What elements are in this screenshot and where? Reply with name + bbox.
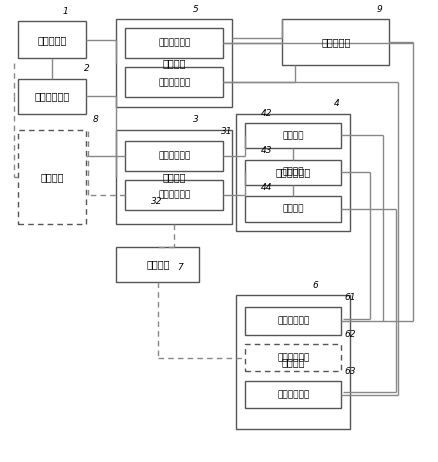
Text: 第二供电支路: 第二供电支路: [158, 78, 191, 87]
Text: 滤波电路: 滤波电路: [146, 259, 170, 269]
Text: 放大电路: 放大电路: [40, 172, 64, 182]
Text: 第二比较支路: 第二比较支路: [158, 191, 191, 200]
Text: 32: 32: [151, 197, 162, 206]
Text: 6: 6: [312, 281, 318, 290]
Text: 31: 31: [221, 127, 233, 136]
Text: 脉冲发生电路: 脉冲发生电路: [276, 167, 311, 177]
Text: 2: 2: [84, 65, 90, 73]
Text: 8: 8: [93, 115, 99, 124]
Text: 待充电设备: 待充电设备: [321, 37, 350, 47]
Text: 43: 43: [261, 146, 273, 155]
Text: 反相电路: 反相电路: [283, 205, 304, 213]
Text: 3: 3: [193, 115, 199, 124]
Bar: [117, 19, 232, 107]
Bar: [125, 28, 223, 58]
Bar: [245, 307, 341, 334]
Text: 指示电路: 指示电路: [282, 357, 305, 367]
Bar: [245, 344, 341, 371]
Text: 61: 61: [344, 293, 356, 303]
Bar: [125, 67, 223, 97]
Text: 第一比较支路: 第一比较支路: [158, 152, 191, 161]
Text: 振荡电路: 振荡电路: [283, 168, 304, 177]
Bar: [18, 130, 86, 224]
Text: 第一供电支路: 第一供电支路: [158, 39, 191, 48]
Text: 63: 63: [344, 367, 356, 376]
Bar: [18, 21, 86, 58]
Text: 电能输入端: 电能输入端: [37, 35, 67, 45]
Text: 9: 9: [377, 5, 382, 13]
Text: 比较电路: 比较电路: [162, 172, 186, 182]
Bar: [117, 247, 199, 282]
Bar: [237, 114, 350, 231]
Text: 42: 42: [261, 109, 273, 118]
Bar: [117, 130, 232, 224]
Text: 62: 62: [344, 330, 356, 339]
Bar: [245, 159, 341, 185]
Text: 44: 44: [261, 183, 273, 192]
Text: 供电电路: 供电电路: [162, 58, 186, 68]
Text: 1: 1: [62, 7, 68, 16]
Bar: [245, 196, 341, 222]
Bar: [237, 296, 350, 429]
Bar: [283, 19, 389, 65]
Text: 第一指示支路: 第一指示支路: [277, 316, 309, 325]
Text: 第三指示支路: 第三指示支路: [277, 390, 309, 399]
Text: 4: 4: [334, 99, 340, 108]
Bar: [125, 180, 223, 210]
Text: 5: 5: [193, 5, 199, 13]
Text: 采样控制电路: 采样控制电路: [34, 91, 70, 101]
Bar: [245, 381, 341, 408]
Bar: [18, 79, 86, 114]
Text: 7: 7: [177, 263, 183, 273]
Bar: [125, 141, 223, 171]
Text: 第二指示支路: 第二指示支路: [277, 353, 309, 362]
Bar: [245, 123, 341, 148]
Text: 限制电路: 限制电路: [283, 131, 304, 140]
